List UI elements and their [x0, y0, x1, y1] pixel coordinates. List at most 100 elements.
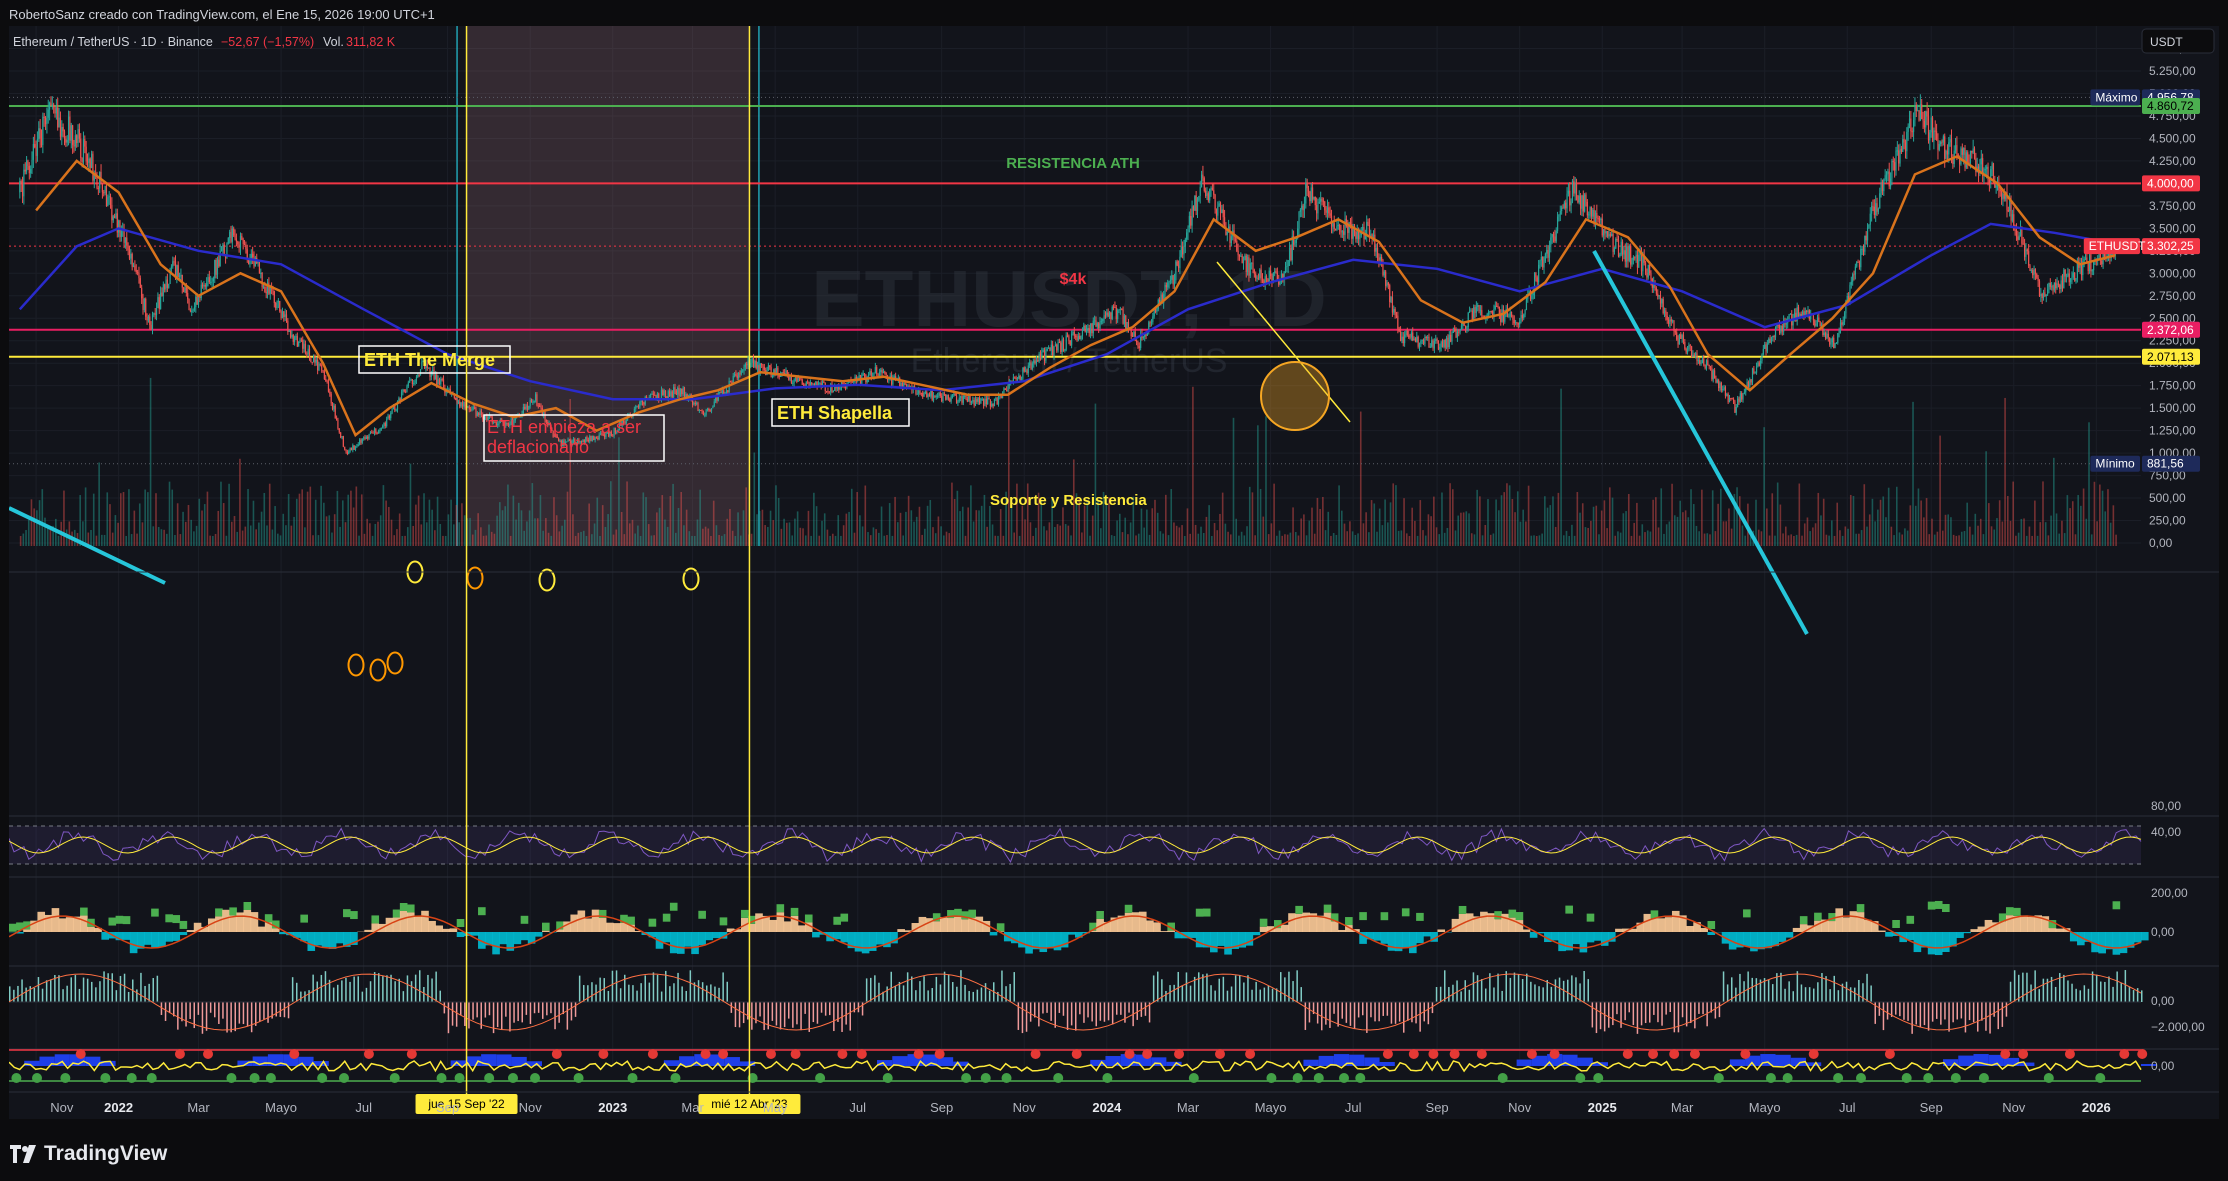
hist-bar — [136, 989, 138, 1002]
osc-bar — [1167, 930, 1175, 932]
volume-bar — [496, 515, 498, 546]
trendline-cyan[interactable] — [1592, 250, 1809, 635]
price-candle — [1182, 246, 1184, 255]
price-candle — [1777, 325, 1779, 327]
price-candle — [1815, 323, 1817, 326]
price-candle — [411, 379, 413, 384]
volume-bar — [615, 529, 618, 546]
price-candle — [1200, 174, 1203, 188]
price-candle — [727, 390, 729, 392]
hist-bar — [689, 970, 692, 1002]
hist-bar — [1087, 1002, 1089, 1018]
volume-bar — [1828, 535, 1830, 546]
osc-bar — [598, 917, 607, 932]
highlight-circle[interactable] — [1260, 361, 1330, 431]
pivot-marker[interactable] — [682, 567, 700, 591]
price-candle — [2006, 191, 2008, 211]
hist-bar — [2136, 988, 2139, 1002]
volume-bar — [1725, 521, 1728, 546]
price-candle — [1248, 257, 1250, 276]
pivot-marker[interactable] — [369, 658, 387, 682]
volume-bar — [761, 509, 764, 546]
volume-bar — [758, 510, 761, 546]
price-candle — [1061, 339, 1063, 352]
osc-bar — [1771, 932, 1780, 947]
osc-bar-accent — [1927, 901, 1936, 910]
volume-bar — [780, 528, 783, 546]
annotation-deflacionario-line1[interactable]: ETH empieza a ser — [487, 417, 641, 437]
osc-bar-accent — [1380, 912, 1389, 921]
volume-bar — [1993, 529, 1996, 546]
annotation-box — [483, 414, 665, 462]
hist-bar — [1070, 1002, 1073, 1026]
price-candle — [908, 385, 910, 388]
annotation-4k[interactable]: $4k — [1060, 271, 1087, 288]
price-candle — [752, 358, 755, 367]
annotation-resistencia-ath[interactable]: RESISTENCIA ATH — [1006, 155, 1140, 172]
price-candle — [1722, 389, 1724, 391]
annotation-deflacionario-line2[interactable]: deflacionario — [487, 437, 589, 457]
volume-bar — [1281, 535, 1284, 546]
price-candle — [1444, 339, 1446, 348]
hist-bar — [796, 1002, 798, 1025]
pivot-marker[interactable] — [466, 566, 484, 590]
volume-bar — [880, 506, 883, 546]
price-candle — [235, 238, 238, 242]
pivot-marker[interactable] — [386, 651, 404, 675]
volume-bar — [1996, 518, 1998, 546]
hist-bar — [1083, 1002, 1085, 1023]
hist-bar — [1587, 979, 1589, 1002]
price-candle — [878, 372, 880, 378]
price-candle — [1967, 152, 1969, 163]
chart-svg[interactable]: ETHUSDT, 1D Ethereum / TetherUS RESISTEN… — [8, 26, 2219, 1119]
pivot-marker[interactable] — [347, 653, 365, 677]
price-candle — [295, 336, 297, 338]
hist-bar — [980, 987, 983, 1002]
hist-bar — [2005, 1002, 2008, 1017]
price-candle — [218, 259, 220, 267]
chart-area[interactable]: ETHUSDT, 1D Ethereum / TetherUS RESISTEN… — [8, 26, 2219, 1119]
hist-bar — [1275, 988, 1278, 1002]
price-candle — [1482, 315, 1484, 318]
trendline-cyan[interactable] — [9, 506, 166, 585]
osc-bar — [1124, 912, 1133, 932]
hist-bar — [1398, 1002, 1401, 1022]
trendline-yellow[interactable] — [1216, 261, 1351, 423]
volume-bar — [44, 517, 46, 546]
annotation-soporte[interactable]: Soporte y Resistencia — [990, 492, 1147, 509]
price-candle — [272, 288, 274, 291]
volume-bar — [1939, 435, 1941, 546]
price-candle — [456, 399, 458, 403]
hist-bar — [1981, 1002, 1983, 1021]
volume-bar — [79, 495, 81, 546]
hist-bar — [529, 1002, 532, 1025]
osc-bar-accent — [1089, 922, 1097, 931]
hist-bar — [1755, 978, 1758, 1002]
price-candle — [1638, 255, 1640, 268]
volume-bar — [1013, 532, 1016, 546]
price-candle — [937, 395, 939, 397]
volume-bar — [442, 535, 444, 546]
osc-bar — [1210, 932, 1218, 953]
annotation-shapella[interactable]: ETH Shapella — [777, 403, 893, 423]
osc-bar-accent — [2013, 907, 2021, 916]
price-candle — [1290, 247, 1292, 261]
price-candle — [233, 228, 235, 236]
volume-bar — [1503, 492, 1506, 546]
volume-bar — [1026, 483, 1029, 546]
price-candle — [1033, 360, 1035, 364]
volume-bar — [547, 532, 550, 546]
volume-bar — [1070, 535, 1072, 546]
hist-bar — [2026, 972, 2028, 1002]
pivot-marker[interactable] — [538, 568, 556, 592]
price-candle — [161, 292, 163, 297]
hist-bar — [1665, 1002, 1667, 1015]
osc-bar-accent — [620, 914, 628, 923]
osc-bar — [435, 925, 444, 932]
osc-bar — [350, 932, 358, 945]
price-candle — [880, 369, 882, 373]
annotation-the-merge[interactable]: ETH The Merge — [364, 350, 495, 370]
volume-bar — [1790, 534, 1793, 546]
osc-bar — [1977, 926, 1986, 932]
osc-bar — [1551, 932, 1559, 941]
